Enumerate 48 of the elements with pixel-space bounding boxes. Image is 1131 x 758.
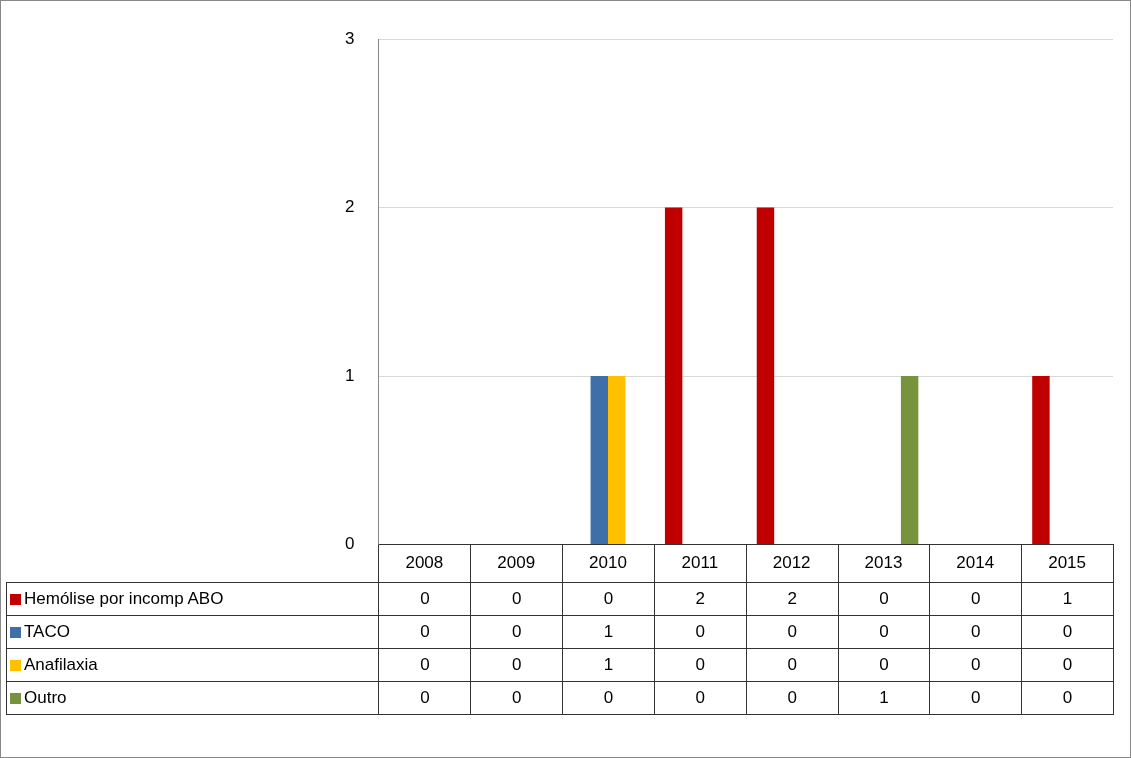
data-label: 0 — [929, 582, 1022, 616]
data-label: 0 — [746, 615, 839, 649]
data-label: 0 — [1021, 615, 1114, 649]
data-label: 0 — [654, 615, 747, 649]
data-label: 1 — [562, 615, 655, 649]
data-label: 0 — [1021, 648, 1114, 682]
data-label: 0 — [746, 681, 839, 715]
data-label: 0 — [929, 681, 1022, 715]
data-label: 0 — [470, 582, 563, 616]
x-tick-label: 2010 — [589, 553, 627, 573]
y-tick-label: 2 — [344, 197, 355, 217]
data-label: 0 — [838, 615, 930, 649]
data-label: 1 — [562, 648, 655, 682]
x-tick-label: 2009 — [497, 553, 536, 573]
data-label: 0 — [378, 681, 471, 715]
y-tick-label: 1 — [344, 365, 355, 385]
legend-label: Outro — [6, 681, 379, 715]
data-label: 0 — [470, 648, 563, 682]
legend-label: TACO — [6, 615, 379, 649]
data-label: 1 — [838, 681, 930, 715]
data-label: 2 — [746, 582, 839, 616]
x-tick-label: 2015 — [1048, 553, 1087, 573]
data-label: 0 — [929, 615, 1022, 649]
data-label: 0 — [838, 648, 930, 682]
x-tick-label: 2014 — [956, 553, 995, 573]
legend-label: Anafilaxia — [6, 648, 379, 682]
data-label: 2 — [654, 582, 747, 616]
data-label: 0 — [838, 582, 930, 616]
y-tick-label: 0 — [344, 534, 355, 554]
x-tick-label: 2012 — [772, 553, 811, 573]
y-tick-label: 3 — [344, 28, 355, 48]
x-tick-label: 2011 — [681, 553, 719, 573]
data-label: 0 — [746, 648, 839, 682]
data-label: 0 — [562, 582, 655, 616]
x-tick-label: 2013 — [864, 553, 903, 573]
data-label: 0 — [470, 615, 563, 649]
data-label: 0 — [1021, 681, 1114, 715]
data-label: 0 — [654, 648, 747, 682]
data-label: 0 — [470, 681, 563, 715]
data-label: 0 — [378, 648, 471, 682]
legend-label: Hemólise por incomp ABO — [6, 582, 379, 616]
x-tick-label: 2008 — [405, 553, 444, 573]
data-label: 0 — [378, 615, 471, 649]
data-label: 0 — [378, 582, 471, 616]
data-label: 0 — [654, 681, 747, 715]
data-label: 1 — [1021, 582, 1114, 616]
data-label: 0 — [929, 648, 1022, 682]
data-label: 0 — [562, 681, 655, 715]
